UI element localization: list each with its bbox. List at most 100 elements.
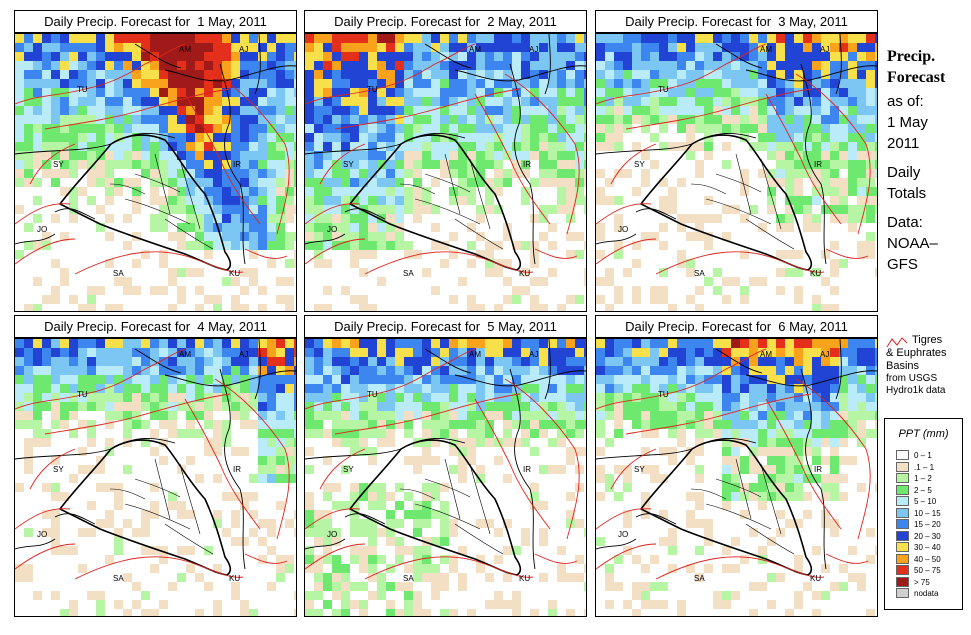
precip-cell bbox=[42, 232, 51, 241]
precip-cell bbox=[276, 456, 285, 465]
precip-cell bbox=[15, 483, 24, 492]
precip-cell bbox=[395, 501, 404, 510]
precip-cell bbox=[395, 519, 404, 528]
precip-cell bbox=[875, 348, 877, 357]
precip-cell bbox=[51, 519, 60, 528]
precip-cell bbox=[240, 133, 249, 142]
country-border bbox=[544, 339, 551, 400]
precip-cell bbox=[740, 70, 749, 79]
precip-cell bbox=[794, 133, 803, 142]
precip-cell bbox=[332, 528, 341, 537]
precip-cell bbox=[821, 483, 830, 492]
precip-cell bbox=[51, 97, 60, 106]
precip-cell bbox=[395, 124, 404, 133]
precip-cell bbox=[731, 384, 740, 393]
precip-cell bbox=[512, 357, 521, 366]
precip-cell bbox=[332, 375, 341, 384]
precip-cell bbox=[449, 402, 458, 411]
precip-cell bbox=[476, 411, 485, 420]
precip-cell bbox=[87, 52, 96, 61]
precip-cell bbox=[650, 393, 659, 402]
precip-cell bbox=[294, 339, 296, 348]
basin-boundary bbox=[655, 251, 825, 275]
country-border bbox=[164, 370, 296, 387]
precip-cell bbox=[812, 591, 821, 600]
precip-cell bbox=[422, 133, 431, 142]
precip-cell bbox=[78, 52, 87, 61]
precip-cell bbox=[731, 348, 740, 357]
precip-cell bbox=[276, 142, 285, 151]
precip-cell bbox=[557, 196, 566, 205]
precip-cell bbox=[350, 115, 359, 124]
precip-cell bbox=[575, 393, 584, 402]
precip-cell bbox=[413, 115, 422, 124]
precip-cell bbox=[368, 357, 377, 366]
precip-cell bbox=[623, 474, 632, 483]
precip-cell bbox=[395, 420, 404, 429]
precip-cell bbox=[105, 357, 114, 366]
precip-cell bbox=[731, 124, 740, 133]
precip-cell bbox=[449, 429, 458, 438]
precip-cell bbox=[539, 178, 548, 187]
precip-cell bbox=[614, 492, 623, 501]
precip-cell bbox=[821, 510, 830, 519]
precip-cell bbox=[249, 420, 258, 429]
precip-cell bbox=[350, 178, 359, 187]
precip-cell bbox=[584, 178, 586, 187]
precip-cell bbox=[87, 196, 96, 205]
precip-cell bbox=[69, 393, 78, 402]
precip-cell bbox=[821, 160, 830, 169]
precip-cell bbox=[458, 357, 467, 366]
precip-cell bbox=[605, 474, 614, 483]
precip-cell bbox=[668, 339, 677, 348]
precip-cell bbox=[494, 79, 503, 88]
precip-cell bbox=[15, 205, 24, 214]
precip-cell bbox=[186, 564, 195, 573]
precip-cell bbox=[33, 277, 42, 286]
precip-cell bbox=[60, 411, 69, 420]
precip-cell bbox=[341, 564, 350, 573]
precip-cell bbox=[222, 43, 231, 52]
precip-cell bbox=[314, 609, 323, 616]
precip-cell bbox=[677, 106, 686, 115]
precip-cell bbox=[623, 465, 632, 474]
country-border bbox=[596, 538, 637, 550]
precip-cell bbox=[575, 88, 584, 97]
precip-cell bbox=[195, 205, 204, 214]
precip-cell bbox=[24, 79, 33, 88]
precip-cell bbox=[767, 384, 776, 393]
precip-cell bbox=[839, 492, 848, 501]
precip-cell bbox=[314, 160, 323, 169]
precip-cell bbox=[377, 70, 386, 79]
precip-cell bbox=[512, 43, 521, 52]
precip-cell bbox=[51, 339, 60, 348]
precip-cell bbox=[575, 384, 584, 393]
precip-cell bbox=[276, 295, 285, 304]
precip-cell bbox=[458, 52, 467, 61]
precip-cell bbox=[314, 115, 323, 124]
precip-cell bbox=[566, 384, 575, 393]
precip-cell bbox=[530, 420, 539, 429]
precip-cell bbox=[314, 357, 323, 366]
precip-cell bbox=[803, 106, 812, 115]
precip-cell bbox=[204, 402, 213, 411]
precip-cell bbox=[368, 241, 377, 250]
precip-cell bbox=[848, 393, 857, 402]
precip-cell bbox=[695, 232, 704, 241]
precip-cell bbox=[830, 52, 839, 61]
precip-cell bbox=[794, 564, 803, 573]
precip-cell bbox=[794, 492, 803, 501]
precip-cell bbox=[413, 160, 422, 169]
precip-cell bbox=[276, 447, 285, 456]
precip-cell bbox=[222, 160, 231, 169]
precip-grid bbox=[596, 339, 877, 616]
precip-cell bbox=[69, 339, 78, 348]
precip-cell bbox=[632, 582, 641, 591]
precip-cell bbox=[677, 97, 686, 106]
precip-cell bbox=[476, 61, 485, 70]
precip-cell bbox=[467, 420, 476, 429]
precip-cell bbox=[440, 582, 449, 591]
precip-cell bbox=[530, 411, 539, 420]
precip-cell bbox=[857, 187, 866, 196]
precip-cell bbox=[168, 52, 177, 61]
